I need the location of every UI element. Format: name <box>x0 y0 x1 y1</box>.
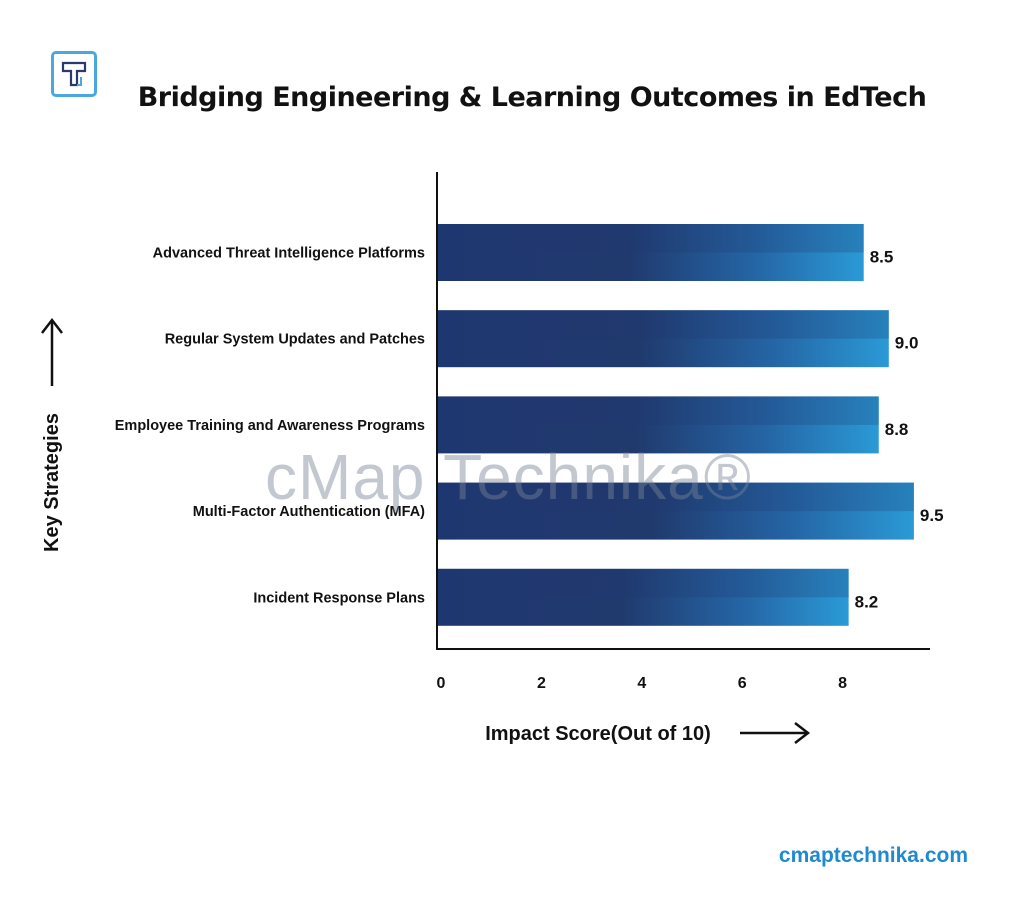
y-axis-arrow-icon <box>41 317 63 386</box>
x-tick-label: 0 <box>437 675 446 692</box>
x-axis-label: Impact Score(Out of 10) <box>485 723 711 745</box>
data-label: 9.0 <box>895 334 919 353</box>
bar-shade <box>437 396 879 425</box>
x-tick-label: 8 <box>838 675 847 692</box>
data-label: 8.8 <box>885 420 909 439</box>
bar <box>437 310 889 368</box>
x-tick-label: 4 <box>637 675 646 692</box>
data-label: 9.5 <box>920 506 944 525</box>
bar-shade <box>437 482 914 512</box>
bar <box>437 482 914 540</box>
bar <box>437 568 849 626</box>
chart-title: Bridging Engineering & Learning Outcomes… <box>137 82 927 113</box>
brand-logo <box>51 51 97 97</box>
x-tick-label: 2 <box>537 675 546 692</box>
bar-shade <box>437 310 889 339</box>
category-label: Multi-Factor Authentication (MFA) <box>193 504 425 520</box>
bar-shade <box>437 224 864 253</box>
data-label: 8.5 <box>870 248 894 267</box>
x-axis-arrow-icon <box>740 722 811 744</box>
x-tick-label: 6 <box>738 675 747 692</box>
bar <box>437 396 879 454</box>
category-label: Incident Response Plans <box>253 590 425 606</box>
category-label: Regular System Updates and Patches <box>165 332 425 348</box>
bar <box>437 224 864 281</box>
category-label: Advanced Threat Intelligence Platforms <box>153 246 425 262</box>
logo-t-icon <box>61 61 87 87</box>
y-axis-label: Key Strategies <box>41 413 63 552</box>
bar-shade <box>437 568 849 598</box>
data-label: 8.2 <box>855 592 879 611</box>
footer-url[interactable]: cmaptechnika.com <box>778 844 968 867</box>
category-label: Employee Training and Awareness Programs <box>115 418 425 434</box>
